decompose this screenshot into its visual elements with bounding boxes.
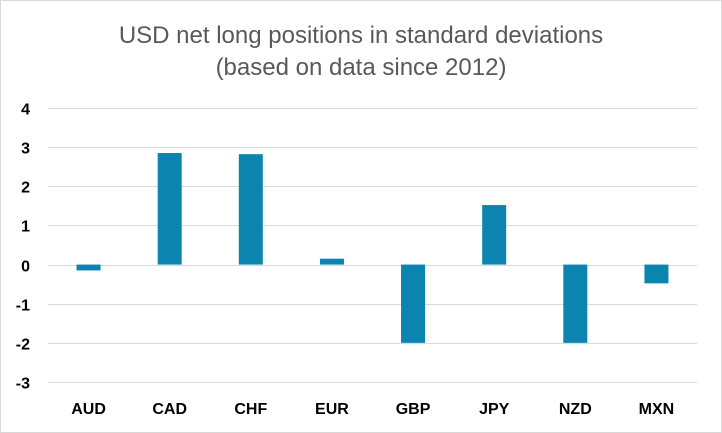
bar-gbp — [401, 264, 426, 343]
gridlines — [48, 108, 697, 383]
y-axis-labels: 4 3 2 1 0 -1 -2 -3 — [16, 102, 30, 393]
x-tick-label: EUR — [315, 401, 349, 418]
y-tick-label: 4 — [21, 102, 30, 119]
bar-nzd — [563, 264, 588, 343]
x-tick-label: CAD — [152, 401, 187, 418]
bars — [76, 153, 669, 343]
x-tick-label: MXN — [639, 401, 675, 418]
chart-title: USD net long positions in standard devia… — [118, 22, 604, 49]
bar-eur — [319, 258, 344, 265]
chart-subtitle: (based on data since 2012) — [215, 54, 507, 81]
x-tick-label: AUD — [71, 401, 106, 418]
x-tick-label: NZD — [559, 401, 592, 418]
x-tick-label: CHF — [234, 401, 267, 418]
x-tick-label: GBP — [396, 401, 431, 418]
y-tick-label: 0 — [21, 259, 30, 276]
y-tick-label: -1 — [16, 298, 30, 315]
y-tick-label: 2 — [21, 180, 30, 197]
y-tick-label: 3 — [21, 141, 30, 158]
y-tick-label: 1 — [21, 219, 30, 236]
bar-mxn — [644, 264, 669, 284]
x-tick-label: JPY — [479, 401, 510, 418]
bar-jpy — [482, 205, 507, 265]
bar-cad — [157, 153, 182, 265]
y-tick-label: -3 — [16, 376, 30, 393]
y-tick-label: -2 — [16, 337, 30, 354]
bar-aud — [76, 264, 101, 271]
x-axis-labels: AUD CAD CHF EUR GBP JPY NZD MXN — [71, 401, 674, 418]
chart-title-block: USD net long positions in standard devia… — [0, 20, 722, 84]
bar-chf — [238, 154, 263, 265]
